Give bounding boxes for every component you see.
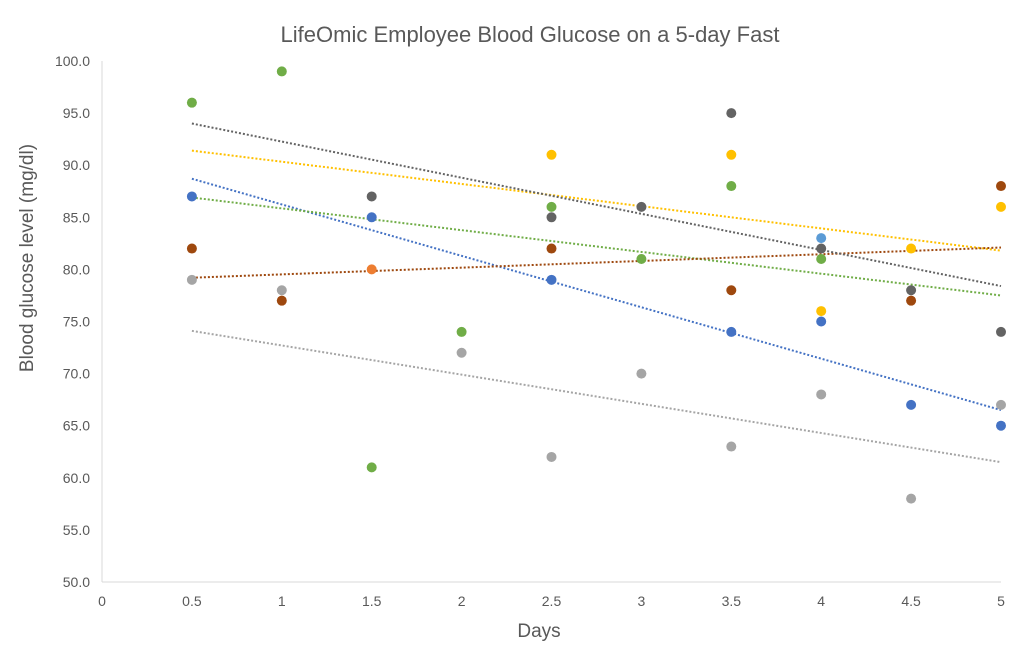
data-point-series-4 bbox=[546, 451, 557, 462]
data-point-series-3 bbox=[366, 462, 377, 473]
trendline-7 bbox=[191, 122, 1002, 288]
data-point-series-7 bbox=[366, 191, 377, 202]
data-point-series-3 bbox=[726, 181, 737, 192]
data-point-series-0 bbox=[906, 399, 917, 410]
axis-layer: 50.0 55.0 60.0 65.0 70.0 75.0 80.0 85.0 90.0 95.0… bbox=[55, 53, 1005, 609]
x-tick-label: 1 bbox=[278, 593, 286, 609]
data-point-series-3 bbox=[186, 97, 197, 108]
data-point-series-7 bbox=[816, 243, 827, 254]
trendline-6 bbox=[191, 246, 1002, 279]
data-point-series-3 bbox=[276, 66, 287, 77]
x-tick-label: 2.5 bbox=[542, 593, 562, 609]
data-point-series-4 bbox=[726, 441, 737, 452]
y-axis-title: Blood glucose level (mg/dl) bbox=[17, 143, 38, 373]
x-tick-label: 0 bbox=[98, 593, 106, 609]
x-tick-label: 3.5 bbox=[722, 593, 742, 609]
data-point-series-3 bbox=[636, 253, 647, 264]
y-tick-label: 95.0 bbox=[63, 105, 90, 121]
data-point-series-5 bbox=[726, 149, 737, 160]
y-tick-label: 90.0 bbox=[63, 157, 90, 173]
data-point-series-0 bbox=[366, 212, 377, 223]
data-point-series-4 bbox=[636, 368, 647, 379]
x-tick-label: 4.5 bbox=[901, 593, 921, 609]
trendline-3 bbox=[191, 196, 1002, 297]
data-point-series-6 bbox=[726, 285, 737, 296]
data-point-series-4 bbox=[456, 347, 467, 358]
data-point-series-5 bbox=[816, 306, 827, 317]
y-tick-label: 65.0 bbox=[63, 418, 90, 434]
y-tick-label: 55.0 bbox=[63, 522, 90, 538]
x-tick-label: 1.5 bbox=[362, 593, 382, 609]
y-tick-label: 50.0 bbox=[63, 574, 90, 590]
data-point-series-4 bbox=[186, 274, 197, 285]
data-point-series-1 bbox=[816, 233, 827, 244]
data-point-series-7 bbox=[906, 285, 917, 296]
x-tick-label: 3 bbox=[638, 593, 646, 609]
y-tick-label: 80.0 bbox=[63, 261, 90, 277]
x-axis-title: Days bbox=[517, 621, 561, 642]
x-tick-label: 2 bbox=[458, 593, 466, 609]
y-tick-label: 75.0 bbox=[63, 314, 90, 330]
point-layer bbox=[186, 66, 1006, 504]
x-tick-label: 0.5 bbox=[182, 593, 202, 609]
data-point-series-0 bbox=[996, 420, 1006, 431]
data-point-series-7 bbox=[996, 326, 1006, 337]
y-tick-label: 70.0 bbox=[63, 366, 90, 382]
data-point-series-3 bbox=[456, 326, 467, 337]
data-point-series-6 bbox=[276, 295, 287, 306]
data-point-series-4 bbox=[996, 399, 1006, 410]
data-point-series-6 bbox=[996, 181, 1006, 192]
chart-title: LifeOmic Employee Blood Glucose on a 5-d… bbox=[280, 22, 780, 47]
data-point-series-5 bbox=[996, 201, 1006, 212]
y-tick-label: 85.0 bbox=[63, 209, 90, 225]
data-point-series-0 bbox=[546, 274, 557, 285]
y-tick-label: 100.0 bbox=[55, 53, 90, 69]
y-tick-label: 60.0 bbox=[63, 470, 90, 486]
data-point-series-5 bbox=[906, 243, 917, 254]
data-point-series-6 bbox=[546, 243, 557, 254]
trendline-4 bbox=[191, 329, 1002, 464]
data-point-series-5 bbox=[546, 149, 557, 160]
x-tick-label: 5 bbox=[997, 593, 1005, 609]
data-point-series-0 bbox=[816, 316, 827, 327]
trendline-layer bbox=[191, 122, 1002, 464]
data-point-series-6 bbox=[906, 295, 917, 306]
trendline-0 bbox=[191, 177, 1002, 412]
data-point-series-6 bbox=[186, 243, 197, 254]
data-point-series-3 bbox=[816, 253, 827, 264]
data-point-series-0 bbox=[186, 191, 197, 202]
data-point-series-7 bbox=[726, 108, 737, 119]
data-point-series-4 bbox=[276, 285, 287, 296]
data-point-series-0 bbox=[726, 326, 737, 337]
data-point-series-7 bbox=[546, 212, 557, 223]
x-tick-label: 4 bbox=[817, 593, 825, 609]
data-point-series-2 bbox=[366, 264, 377, 275]
data-point-series-3 bbox=[546, 201, 557, 212]
trendline-5 bbox=[191, 149, 1002, 252]
data-point-series-4 bbox=[906, 493, 917, 504]
data-point-series-4 bbox=[816, 389, 827, 400]
data-point-series-7 bbox=[636, 201, 647, 212]
